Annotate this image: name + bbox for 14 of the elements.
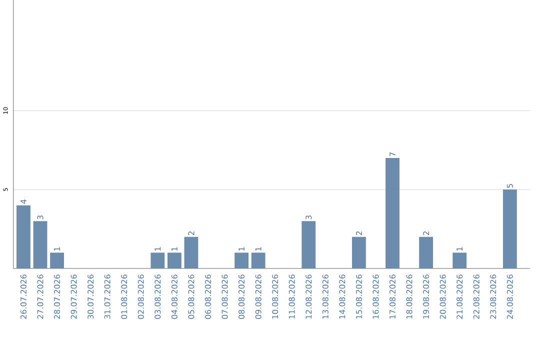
bar — [33, 221, 48, 268]
bar — [452, 252, 467, 268]
bar — [419, 236, 434, 268]
bar — [386, 158, 400, 268]
bar — [16, 205, 30, 268]
bar — [302, 221, 316, 268]
bar — [150, 252, 165, 268]
bar — [251, 252, 266, 268]
bar — [502, 190, 517, 268]
bar — [167, 252, 182, 268]
bar — [352, 236, 366, 268]
bar — [184, 236, 198, 268]
bar — [50, 252, 64, 268]
bar — [234, 252, 248, 268]
